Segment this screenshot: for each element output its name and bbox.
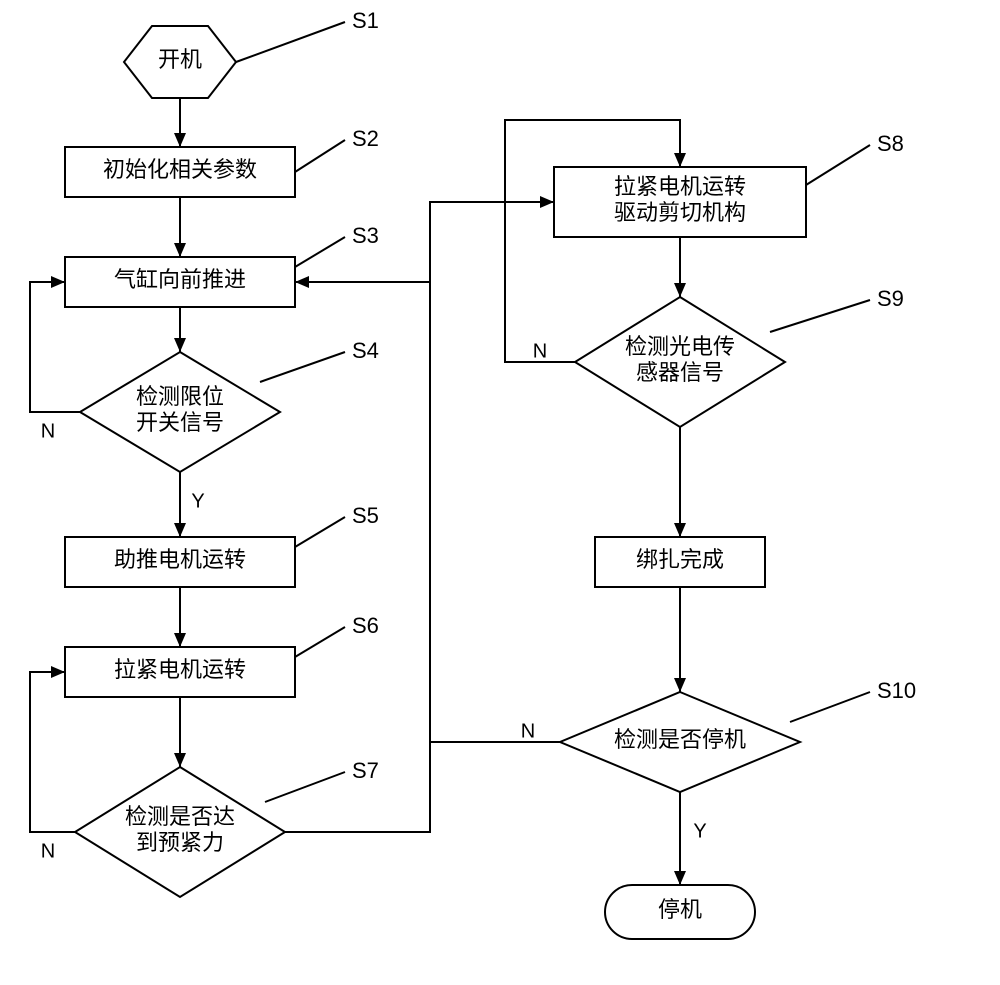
node-text-s10: 检测是否停机 — [614, 727, 746, 752]
node-text-s3: 气缸向前推进 — [114, 267, 246, 292]
node-text-s2: 初始化相关参数 — [103, 157, 257, 182]
edge-label: N — [41, 420, 55, 442]
step-label-S1: S1 — [352, 8, 379, 33]
edge-label: N — [41, 840, 55, 862]
step-label-S5: S5 — [352, 503, 379, 528]
step-label-S4: S4 — [352, 338, 379, 363]
flowchart: YNNYNN开机初始化相关参数气缸向前推进检测限位开关信号助推电机运转拉紧电机运… — [0, 0, 1000, 985]
edge-label: Y — [191, 490, 204, 512]
step-label-S10: S10 — [877, 678, 916, 703]
node-text-s6: 拉紧电机运转 — [114, 657, 246, 682]
node-text-s7: 检测是否达 — [125, 804, 235, 829]
node-text-s9: 感器信号 — [636, 360, 724, 385]
step-label-S6: S6 — [352, 613, 379, 638]
step-label-S9: S9 — [877, 286, 904, 311]
node-text-s5: 助推电机运转 — [114, 547, 246, 572]
step-label-S7: S7 — [352, 758, 379, 783]
node-text-end: 停机 — [658, 897, 702, 922]
node-text-s1: 开机 — [158, 47, 202, 72]
node-text-s9b: 绑扎完成 — [636, 547, 724, 572]
node-text-s9: 检测光电传 — [625, 334, 735, 359]
step-label-S2: S2 — [352, 126, 379, 151]
step-label-S3: S3 — [352, 223, 379, 248]
node-text-s8: 驱动剪切机构 — [614, 200, 746, 225]
node-text-s7: 到预紧力 — [136, 830, 224, 855]
edge-label: N — [521, 720, 535, 742]
node-text-s4: 开关信号 — [136, 410, 224, 435]
node-text-s4: 检测限位 — [136, 384, 224, 409]
step-label-S8: S8 — [877, 131, 904, 156]
node-text-s8: 拉紧电机运转 — [614, 174, 746, 199]
edge-label: N — [533, 340, 547, 362]
edge-label: Y — [693, 820, 706, 842]
